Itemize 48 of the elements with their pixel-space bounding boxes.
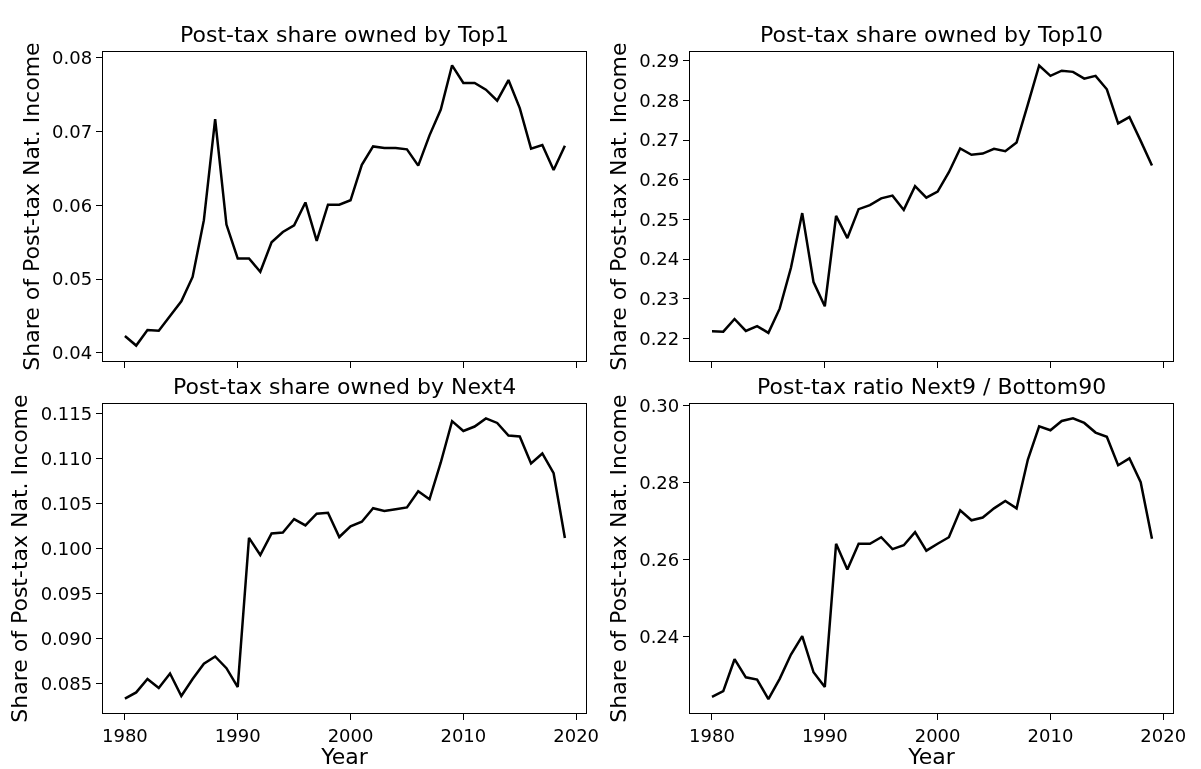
- y-tick-label: 0.25: [639, 208, 680, 230]
- y-tick-label: 0.100: [40, 538, 93, 559]
- y-tick-label: 0.26: [639, 169, 680, 191]
- y-tick-label: 0.28: [639, 89, 680, 111]
- x-tick-label: 2010: [440, 724, 487, 746]
- line-series: [123, 417, 567, 700]
- chart-title: Post-tax ratio Next9 / Bottom90: [757, 374, 1107, 399]
- y-axis-title: Share of Post-tax Nat. Income: [606, 394, 631, 723]
- x-tick-label: 1980: [102, 724, 148, 746]
- y-tick-label: 0.08: [52, 47, 93, 69]
- x-axis-title: Year: [320, 744, 369, 769]
- y-tick-label: 0.28: [639, 472, 680, 494]
- y-tick-label: 0.23: [639, 288, 680, 310]
- y-tick-label: 0.095: [40, 582, 93, 604]
- line-series: [710, 64, 1154, 335]
- y-tick-label: 0.085: [40, 672, 93, 694]
- y-tick-label: 0.24: [639, 626, 680, 648]
- y-tick-label: 0.29: [639, 50, 680, 72]
- x-tick-label: 2020: [553, 724, 600, 746]
- y-tick-label: 0.22: [639, 327, 680, 349]
- x-tick-label: 2010: [1027, 724, 1074, 746]
- y-tick-label: 0.115: [40, 403, 93, 425]
- y-tick-label: 0.05: [52, 268, 93, 290]
- x-tick-label: 1990: [214, 724, 261, 746]
- x-tick-label: 2000: [914, 724, 961, 746]
- y-tick-label: 0.30: [639, 395, 680, 417]
- y-tick-label: 0.24: [639, 248, 680, 270]
- x-axis-title: Year: [907, 744, 956, 769]
- chart-title: Post-tax share owned by Top10: [760, 22, 1104, 47]
- y-axis-title: Share of Post-tax Nat. Income: [7, 394, 33, 723]
- line-series: [123, 64, 567, 347]
- y-tick-label: 0.26: [639, 549, 680, 571]
- x-tick-label: 1990: [801, 724, 848, 746]
- y-axis-title: Share of Post-tax Nat. Income: [18, 42, 44, 371]
- y-tick-label: 0.06: [52, 194, 93, 216]
- y-axis-title: Share of Post-tax Nat. Income: [606, 42, 631, 371]
- x-tick-label: 2020: [1140, 724, 1187, 746]
- x-tick-label: 2000: [327, 724, 374, 746]
- y-tick-label: 0.110: [40, 448, 93, 470]
- x-tick-label: 1980: [689, 724, 735, 746]
- y-tick-label: 0.04: [52, 342, 93, 364]
- chart-title: Post-tax share owned by Next4: [173, 374, 517, 399]
- y-tick-label: 0.105: [40, 493, 93, 515]
- line-series: [710, 417, 1154, 701]
- y-tick-label: 0.27: [639, 129, 680, 151]
- y-tick-label: 0.090: [40, 627, 93, 649]
- chart-title: Post-tax share owned by Top1: [180, 22, 510, 47]
- y-tick-label: 0.07: [52, 120, 93, 142]
